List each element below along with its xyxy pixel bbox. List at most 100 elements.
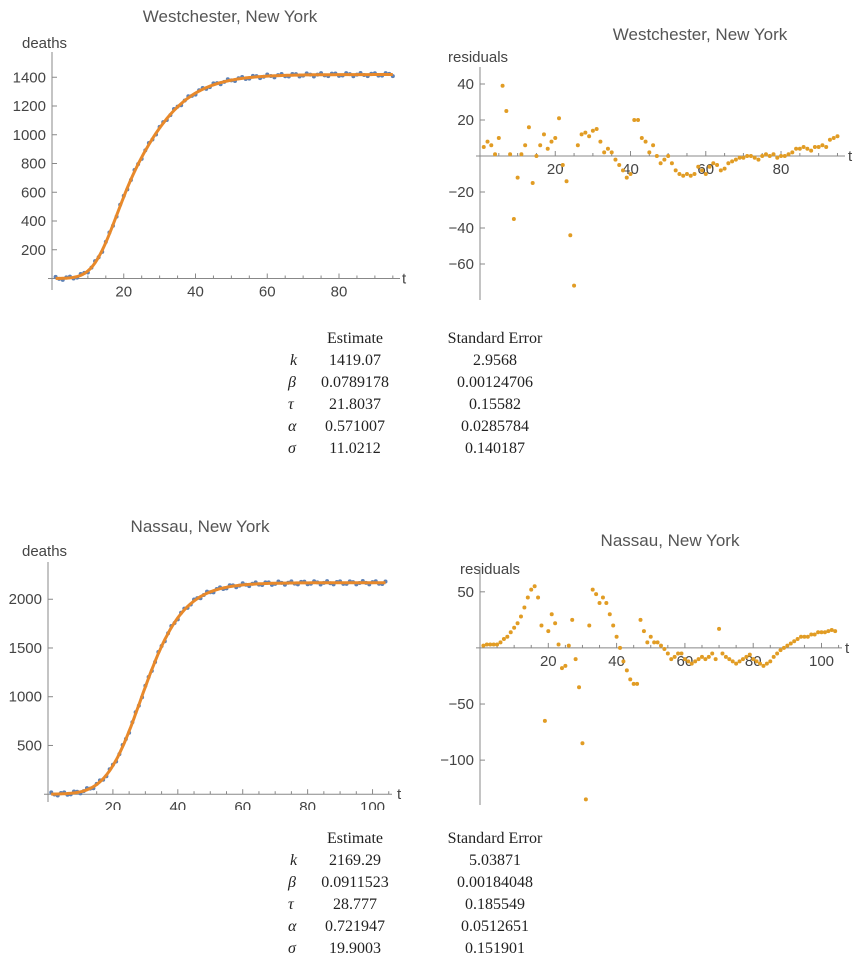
y-tick-label: 20 bbox=[457, 112, 474, 129]
residual-point bbox=[717, 626, 722, 631]
y-tick-label: −20 bbox=[449, 184, 474, 201]
residual-point bbox=[590, 128, 595, 133]
residual-point bbox=[545, 146, 550, 151]
residual-point bbox=[822, 630, 827, 635]
x-tick-label: 20 bbox=[547, 161, 564, 178]
residual-point bbox=[590, 587, 595, 592]
param-standard-error: 5.03871 bbox=[469, 852, 521, 869]
residual-point bbox=[751, 657, 756, 662]
chart-title: Nassau, New York bbox=[601, 531, 740, 550]
residual-point bbox=[824, 145, 829, 149]
residual-point bbox=[809, 632, 814, 637]
residual-point bbox=[594, 127, 599, 131]
residual-point bbox=[703, 657, 708, 662]
residual-point bbox=[496, 136, 501, 140]
residual-point bbox=[797, 146, 802, 151]
x-tick-label: 60 bbox=[259, 284, 276, 301]
residual-point bbox=[727, 657, 732, 662]
residual-point bbox=[713, 657, 718, 662]
residual-point bbox=[493, 152, 498, 157]
residual-point bbox=[572, 283, 577, 288]
residual-point bbox=[733, 157, 738, 162]
residual-point bbox=[779, 154, 784, 158]
residual-point bbox=[526, 125, 531, 130]
param-symbol: k bbox=[290, 352, 298, 369]
residual-point bbox=[758, 661, 763, 666]
residual-point bbox=[583, 797, 588, 802]
residual-point bbox=[583, 130, 588, 135]
residual-point bbox=[628, 677, 633, 682]
param-estimate: 0.0789178 bbox=[321, 374, 389, 391]
residual-point bbox=[730, 659, 735, 664]
residual-point bbox=[539, 623, 544, 628]
residual-point bbox=[549, 139, 554, 144]
param-estimate: 28.777 bbox=[333, 896, 377, 913]
residual-point bbox=[624, 668, 629, 673]
residual-point bbox=[580, 741, 585, 746]
residual-point bbox=[587, 623, 592, 628]
residual-point bbox=[761, 663, 766, 668]
residual-point bbox=[805, 634, 810, 639]
residual-point bbox=[775, 155, 780, 160]
residual-point bbox=[734, 661, 739, 666]
nassau-parameter-table: Estimate Standard Error k 2169.29 5.0387… bbox=[280, 830, 600, 970]
residual-point bbox=[624, 175, 629, 180]
residual-point bbox=[785, 643, 790, 648]
residual-point bbox=[654, 154, 659, 158]
nassau-deaths-chart: Nassau, New York deaths t 20 40 60 80 100 500 100… bbox=[9, 517, 402, 810]
residual-point bbox=[819, 630, 824, 635]
residual-point bbox=[546, 629, 551, 634]
residual-point bbox=[504, 109, 509, 113]
residual-point bbox=[618, 645, 623, 650]
y-tick-label: 500 bbox=[17, 737, 42, 754]
residual-point bbox=[688, 173, 693, 178]
residual-point bbox=[788, 641, 793, 646]
residual-point bbox=[525, 595, 530, 600]
residual-point bbox=[605, 146, 610, 151]
residual-point bbox=[754, 659, 759, 664]
residual-point bbox=[782, 154, 787, 158]
residual-point bbox=[563, 663, 568, 668]
residual-point bbox=[598, 139, 603, 144]
param-symbol: k bbox=[290, 852, 298, 869]
residual-point bbox=[505, 634, 510, 639]
residual-point bbox=[515, 175, 520, 180]
residual-point bbox=[557, 116, 562, 121]
residual-point bbox=[635, 681, 640, 686]
residual-point bbox=[740, 657, 745, 662]
residual-point bbox=[711, 161, 716, 166]
residual-point bbox=[775, 651, 780, 656]
residual-point bbox=[790, 150, 795, 155]
residual-point bbox=[556, 642, 561, 647]
table-header-standard-error: Standard Error bbox=[447, 830, 543, 847]
residual-point bbox=[672, 654, 677, 659]
residual-point bbox=[831, 136, 836, 140]
chart-title: Nassau, New York bbox=[131, 517, 270, 536]
residual-point bbox=[812, 632, 817, 637]
fit-curve bbox=[55, 73, 393, 280]
residual-point bbox=[498, 640, 503, 645]
residual-point bbox=[673, 168, 678, 173]
y-tick-label: 50 bbox=[457, 584, 474, 601]
residual-point bbox=[700, 168, 705, 173]
residual-point bbox=[614, 634, 619, 639]
residual-point bbox=[835, 134, 840, 139]
residual-point bbox=[684, 172, 689, 176]
param-standard-error: 0.00124706 bbox=[457, 374, 533, 391]
residual-point bbox=[575, 143, 580, 148]
residual-point bbox=[655, 640, 660, 645]
x-tick-label: 80 bbox=[299, 799, 316, 810]
param-estimate: 1419.07 bbox=[329, 352, 381, 369]
residual-point bbox=[662, 157, 667, 162]
residual-point bbox=[726, 161, 731, 166]
residual-point bbox=[522, 605, 527, 610]
residual-point bbox=[696, 657, 701, 662]
residual-point bbox=[816, 145, 821, 149]
residual-point bbox=[607, 612, 612, 617]
x-axis-label: t bbox=[845, 640, 850, 657]
residual-point bbox=[602, 150, 607, 155]
residual-point bbox=[617, 163, 622, 167]
residual-point bbox=[485, 139, 490, 144]
residual-point bbox=[611, 623, 616, 628]
